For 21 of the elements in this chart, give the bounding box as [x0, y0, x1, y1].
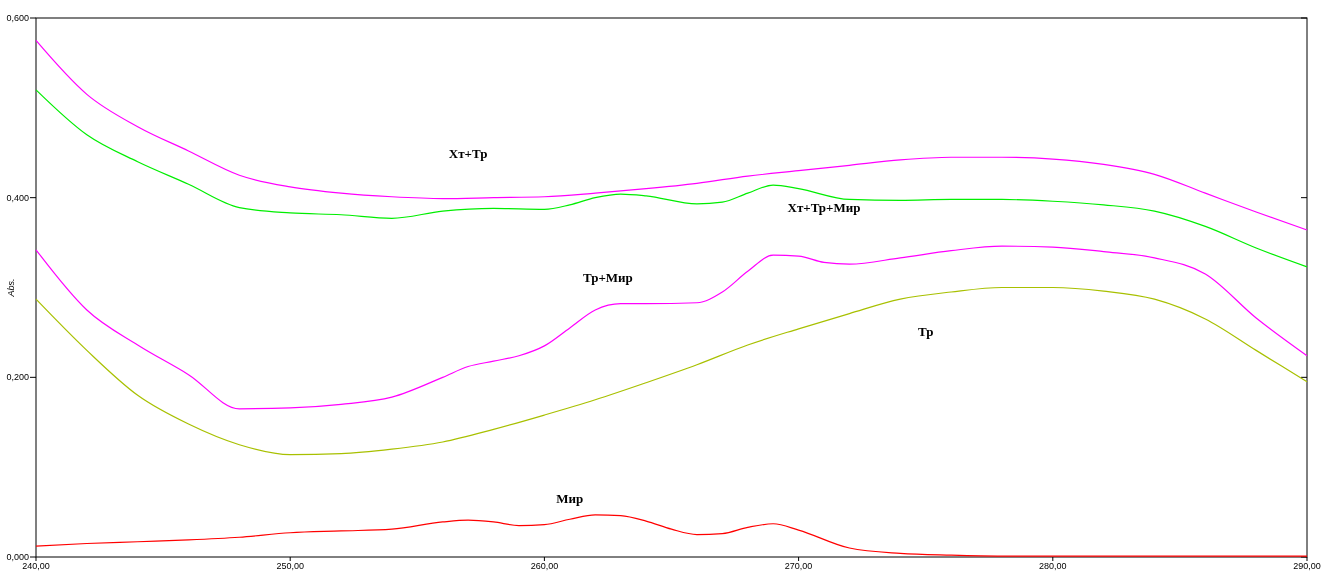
- y-axis-title: Abs.: [6, 278, 16, 298]
- line-series: [35, 39, 1308, 231]
- series-label: Тр+Мир: [583, 270, 633, 286]
- y-tick-label: 0,600: [6, 13, 29, 24]
- y-tick-label: 0,200: [6, 372, 29, 383]
- x-tick-label: 290,00: [1293, 561, 1321, 571]
- x-tick-label: 250,00: [276, 561, 304, 571]
- line-series: [35, 89, 1308, 268]
- y-tick-label: 0,400: [6, 192, 29, 203]
- line-series: [35, 514, 1308, 557]
- text: Тр: [918, 324, 934, 340]
- series-label: Мир: [556, 491, 584, 507]
- x-tick-label: 260,00: [530, 561, 559, 571]
- line-series: [35, 286, 1308, 456]
- text: Хт+Тр: [448, 146, 488, 162]
- line-series: [35, 245, 1308, 410]
- x-tick-label: 270,00: [784, 561, 813, 571]
- series-label: Хт+Тр+Мир: [787, 200, 861, 216]
- x-tick-label: 280,00: [1039, 561, 1067, 571]
- x-tick-label: 240,00: [22, 561, 50, 571]
- y-tick-label: 0,000: [6, 552, 29, 563]
